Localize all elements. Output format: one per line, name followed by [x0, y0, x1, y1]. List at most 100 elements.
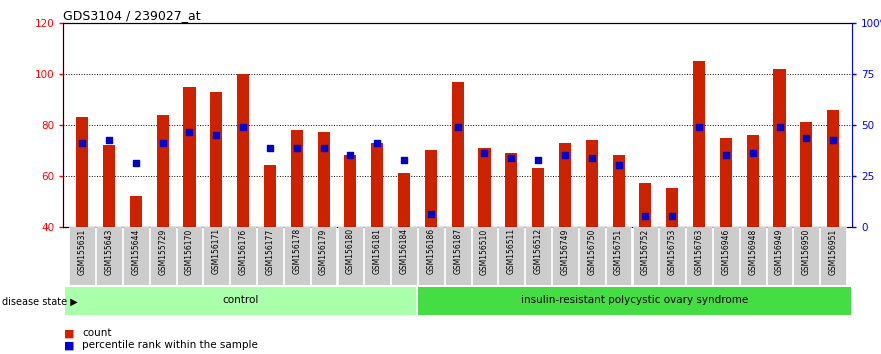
- Bar: [471, 227, 498, 285]
- Bar: [740, 227, 766, 285]
- Point: [531, 158, 545, 163]
- Text: GDS3104 / 239027_at: GDS3104 / 239027_at: [63, 9, 201, 22]
- Bar: [204, 227, 229, 285]
- Text: GSM156951: GSM156951: [829, 228, 838, 275]
- Bar: [499, 227, 524, 285]
- Text: GSM156949: GSM156949: [775, 228, 784, 275]
- Bar: [130, 196, 142, 227]
- Bar: [478, 148, 491, 227]
- Bar: [666, 188, 678, 227]
- Bar: [552, 227, 578, 285]
- Bar: [391, 227, 417, 285]
- Text: GSM156763: GSM156763: [694, 228, 704, 275]
- Text: insulin-resistant polycystic ovary syndrome: insulin-resistant polycystic ovary syndr…: [521, 295, 748, 305]
- Point: [611, 163, 626, 169]
- Bar: [123, 227, 149, 285]
- Bar: [713, 227, 739, 285]
- Text: GSM156187: GSM156187: [453, 228, 463, 274]
- Point: [745, 150, 759, 156]
- Text: GSM156179: GSM156179: [319, 228, 328, 275]
- Bar: [425, 150, 437, 227]
- Point: [665, 213, 679, 219]
- Bar: [237, 74, 249, 227]
- Point: [799, 135, 813, 140]
- Bar: [720, 137, 732, 227]
- Text: percentile rank within the sample: percentile rank within the sample: [82, 340, 258, 350]
- Text: GSM156512: GSM156512: [534, 228, 543, 274]
- Text: GSM156753: GSM156753: [668, 228, 677, 275]
- Point: [397, 158, 411, 163]
- Text: disease state ▶: disease state ▶: [2, 297, 78, 307]
- Point: [773, 125, 787, 130]
- Point: [450, 125, 465, 130]
- Point: [129, 160, 143, 166]
- Bar: [559, 143, 571, 227]
- Bar: [65, 287, 416, 315]
- Bar: [291, 130, 303, 227]
- Text: GSM155631: GSM155631: [78, 228, 86, 275]
- Point: [478, 150, 492, 156]
- Bar: [612, 155, 625, 227]
- Bar: [586, 140, 598, 227]
- Bar: [211, 92, 222, 227]
- Bar: [96, 227, 122, 285]
- Text: GSM156510: GSM156510: [480, 228, 489, 275]
- Bar: [525, 227, 551, 285]
- Bar: [445, 227, 470, 285]
- Bar: [800, 122, 812, 227]
- Text: GSM156177: GSM156177: [265, 228, 275, 275]
- Bar: [337, 227, 363, 285]
- Text: GSM156180: GSM156180: [346, 228, 355, 274]
- Bar: [452, 81, 463, 227]
- Bar: [766, 227, 792, 285]
- Bar: [230, 227, 256, 285]
- Bar: [579, 227, 604, 285]
- Bar: [532, 168, 544, 227]
- Point: [504, 155, 518, 161]
- Text: GSM156178: GSM156178: [292, 228, 301, 274]
- Point: [585, 155, 599, 161]
- Text: count: count: [82, 329, 111, 338]
- Bar: [398, 173, 410, 227]
- Bar: [606, 227, 632, 285]
- Bar: [371, 143, 383, 227]
- Point: [316, 145, 330, 150]
- Point: [719, 153, 733, 158]
- Text: GSM156751: GSM156751: [614, 228, 623, 275]
- Bar: [640, 183, 651, 227]
- Bar: [311, 227, 337, 285]
- Text: GSM155643: GSM155643: [105, 228, 114, 275]
- Point: [424, 211, 438, 217]
- Text: GSM156511: GSM156511: [507, 228, 515, 274]
- Bar: [633, 227, 658, 285]
- Bar: [506, 153, 517, 227]
- Bar: [365, 227, 390, 285]
- Text: GSM155644: GSM155644: [131, 228, 140, 275]
- Bar: [317, 132, 329, 227]
- Bar: [344, 155, 357, 227]
- Text: ■: ■: [64, 340, 75, 350]
- Point: [639, 213, 653, 219]
- Bar: [183, 87, 196, 227]
- Text: GSM156752: GSM156752: [640, 228, 650, 275]
- Point: [826, 137, 840, 143]
- Bar: [418, 287, 850, 315]
- Point: [236, 125, 250, 130]
- Bar: [70, 227, 95, 285]
- Bar: [264, 166, 276, 227]
- Bar: [284, 227, 309, 285]
- Point: [558, 153, 572, 158]
- Text: GSM156170: GSM156170: [185, 228, 194, 275]
- Bar: [659, 227, 685, 285]
- Text: control: control: [222, 295, 258, 305]
- Point: [75, 140, 89, 145]
- Bar: [820, 227, 846, 285]
- Text: GSM156950: GSM156950: [802, 228, 811, 275]
- Point: [692, 125, 706, 130]
- Text: GSM156176: GSM156176: [239, 228, 248, 275]
- Bar: [150, 227, 175, 285]
- Point: [182, 130, 196, 135]
- Point: [290, 145, 304, 150]
- Text: GSM156186: GSM156186: [426, 228, 435, 274]
- Bar: [176, 227, 203, 285]
